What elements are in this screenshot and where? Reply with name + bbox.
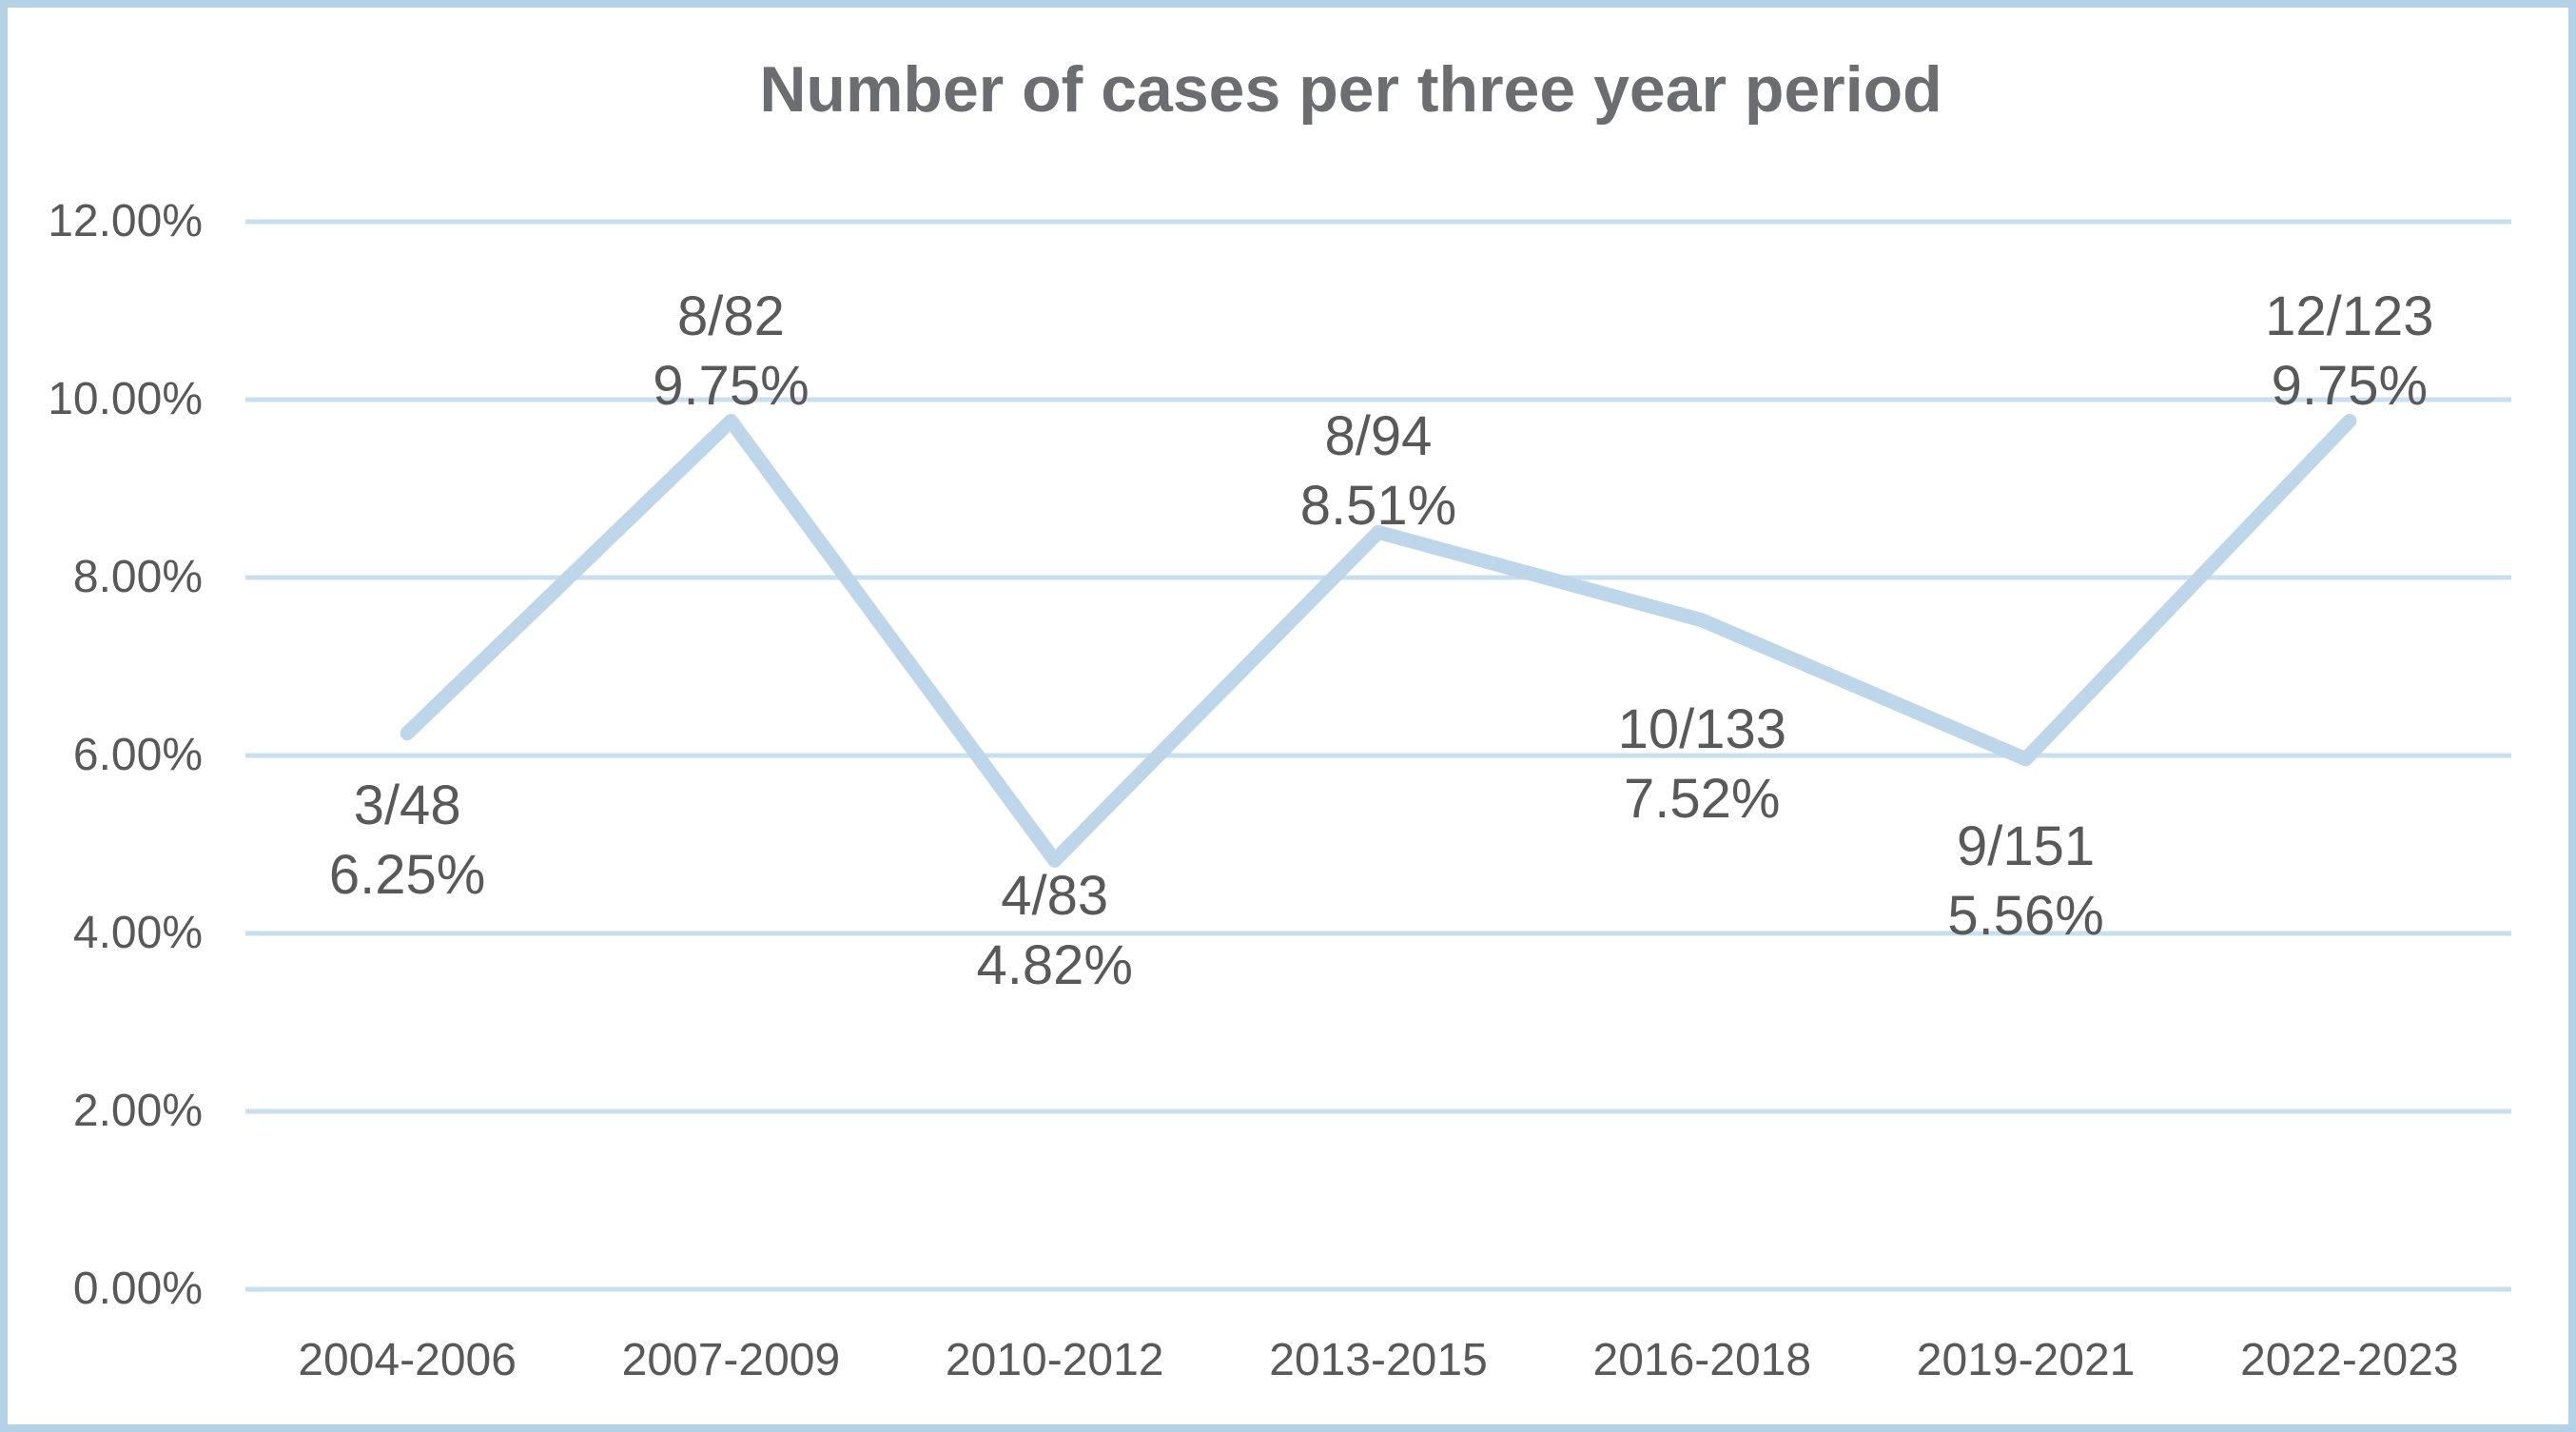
data-point-label: 3/48 6.25% [328,774,486,906]
x-axis-tick-label: 2007-2009 [621,1335,841,1385]
data-line [400,413,2357,868]
chart-title: Number of cases per three year period [759,53,1942,126]
data-point-label: 9/151 5.56% [1947,814,2104,947]
y-axis-tick-label: 6.00% [72,730,203,780]
data-point-label: 4/83 4.82% [976,865,1133,997]
y-axis-tick-label: 10.00% [48,374,203,424]
data-point-label: 8/94 8.51% [1299,405,1457,538]
y-axis-tick-label: 2.00% [72,1086,203,1136]
y-axis-tick-label: 0.00% [72,1264,203,1314]
data-point-label: 12/123 9.75% [2265,285,2434,418]
x-axis-tick-label: 2004-2006 [298,1335,517,1385]
x-axis-tick-label: 2022-2023 [2240,1335,2459,1385]
x-axis-tick-label: 2013-2015 [1269,1335,1488,1385]
x-axis-tick-label: 2016-2018 [1592,1335,1812,1385]
y-axis-tick-label: 8.00% [72,552,203,602]
data-point-label: 8/82 9.75% [653,285,810,418]
y-axis-tick-label: 12.00% [48,196,203,246]
y-axis-tick-label: 4.00% [72,908,203,958]
data-point-label: 10/133 7.52% [1617,697,1786,830]
x-axis-tick-label: 2010-2012 [945,1335,1164,1385]
x-axis-tick-label: 2019-2021 [1916,1335,2136,1385]
